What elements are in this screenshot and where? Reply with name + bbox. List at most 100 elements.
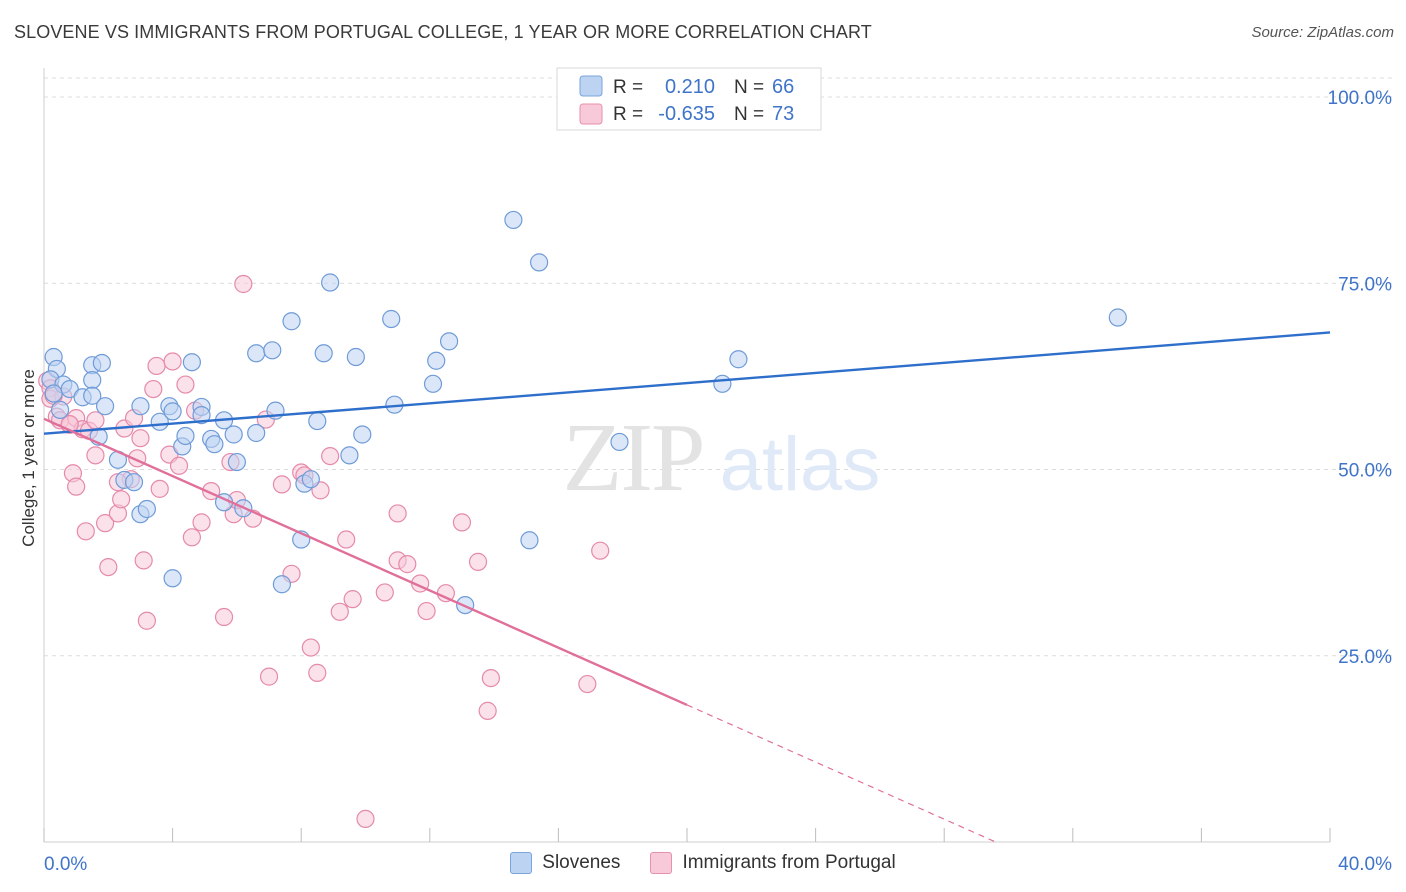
legend-label-portugal: Immigrants from Portugal: [682, 852, 896, 873]
y-tick-labels: 25.0% 50.0% 75.0% 100.0%: [1328, 88, 1393, 668]
data-point-slovenes: [504, 210, 523, 230]
data-point-portugal: [137, 611, 156, 630]
data-point-slovenes: [353, 425, 372, 444]
legend-item-slovenes[interactable]: Slovenes: [510, 852, 620, 874]
data-point-slovenes: [224, 425, 243, 444]
chart-title: SLOVENE VS IMMIGRANTS FROM PORTUGAL COLL…: [14, 22, 872, 42]
y-tick-label: 50.0%: [1338, 461, 1392, 482]
data-point-slovenes: [346, 347, 365, 367]
data-point-portugal: [375, 583, 394, 602]
data-point-slovenes: [530, 253, 549, 272]
legend-swatch-slovenes: [579, 75, 603, 97]
legend-n-value-2: 73: [772, 103, 794, 125]
x-tick-labels: 0.0% 40.0%: [44, 854, 1392, 875]
data-point-portugal: [272, 475, 292, 494]
data-point-portugal: [481, 668, 500, 688]
data-point-slovenes: [83, 371, 102, 390]
data-point-portugal: [144, 379, 163, 399]
data-point-slovenes: [124, 473, 144, 492]
legend-swatch-slovenes-bottom: [510, 852, 533, 874]
data-point-slovenes: [247, 423, 266, 443]
legend-swatch-portugal-bottom: [650, 852, 673, 874]
legend-label-slovenes: Slovenes: [542, 852, 621, 873]
data-point-portugal: [591, 541, 610, 560]
data-point-portugal: [301, 638, 320, 657]
data-point-portugal: [67, 477, 86, 496]
data-point-slovenes: [92, 353, 111, 373]
trend-line-portugal: [43, 417, 688, 707]
legend-r-label-2: R =: [613, 104, 643, 125]
data-point-slovenes: [729, 350, 748, 369]
data-point-slovenes: [95, 397, 115, 416]
data-point-portugal: [163, 352, 182, 371]
bottom-legend: Slovenes Immigrants from Portugal: [0, 852, 1406, 874]
data-point-portugal: [330, 602, 349, 621]
data-point-portugal: [192, 513, 211, 532]
watermark: ZIP atlas: [563, 404, 881, 512]
data-point-portugal: [452, 513, 472, 532]
legend-n-value-1: 66: [772, 76, 794, 98]
data-point-slovenes: [423, 374, 443, 393]
data-point-portugal: [134, 551, 153, 570]
legend-n-label-2: N =: [734, 104, 764, 125]
data-point-slovenes: [131, 397, 150, 416]
data-point-slovenes: [247, 344, 266, 363]
watermark-zip: ZIP: [563, 404, 704, 512]
data-point-slovenes: [192, 406, 211, 425]
data-point-portugal: [176, 375, 195, 394]
data-point-slovenes: [314, 344, 333, 363]
data-point-slovenes: [340, 446, 359, 465]
legend-item-portugal[interactable]: Immigrants from Portugal: [650, 852, 896, 874]
data-point-portugal: [169, 456, 189, 475]
data-point-slovenes: [272, 575, 292, 594]
data-point-portugal: [388, 504, 407, 523]
data-point-slovenes: [301, 470, 320, 489]
data-point-slovenes: [282, 312, 301, 331]
data-point-portugal: [478, 701, 497, 720]
axes: [43, 68, 1331, 843]
data-point-slovenes: [60, 379, 79, 399]
legend-box: R = 0.210 N = 66 R = -0.635 N = 73: [556, 67, 822, 131]
legend-n-label-1: N =: [734, 77, 764, 98]
data-point-slovenes: [520, 531, 539, 550]
watermark-atlas: atlas: [720, 422, 881, 507]
data-point-portugal: [308, 663, 327, 682]
data-point-slovenes: [308, 411, 327, 431]
legend-r-value-1: 0.210: [665, 76, 715, 98]
data-point-portugal: [398, 555, 417, 574]
data-point-portugal: [76, 522, 95, 541]
data-point-slovenes: [382, 309, 401, 329]
data-point-slovenes: [83, 386, 102, 405]
data-point-portugal: [356, 809, 375, 829]
data-point-portugal: [112, 490, 131, 509]
data-point-portugal: [182, 528, 201, 547]
gridlines: [44, 77, 1392, 657]
data-point-slovenes: [427, 351, 446, 370]
data-point-portugal: [147, 356, 166, 376]
data-point-portugal: [95, 514, 115, 533]
data-point-slovenes: [137, 499, 156, 519]
x-tick-label-max: 40.0%: [1338, 854, 1392, 875]
trend-line-slovenes: [43, 331, 1331, 435]
data-point-portugal: [259, 667, 279, 686]
data-point-slovenes: [176, 426, 195, 446]
data-point-portugal: [234, 274, 253, 294]
series-slovenes: [41, 210, 1127, 615]
data-point-portugal: [468, 552, 488, 571]
legend-swatch-portugal: [579, 103, 603, 125]
data-point-slovenes: [205, 435, 224, 454]
data-point-portugal: [578, 674, 597, 694]
y-tick-label: 75.0%: [1338, 274, 1392, 295]
data-point-portugal: [150, 479, 169, 498]
y-tick-label: 100.0%: [1328, 88, 1393, 109]
data-point-portugal: [337, 530, 356, 549]
y-axis-label: College, 1 year or more: [19, 369, 38, 547]
data-point-portugal: [214, 607, 234, 627]
data-point-portugal: [99, 557, 118, 577]
data-point-portugal: [131, 429, 150, 448]
trend-line-portugal-extrapolated: [686, 704, 996, 843]
data-point-portugal: [343, 590, 362, 609]
data-point-slovenes: [321, 273, 340, 292]
data-point-slovenes: [439, 332, 459, 351]
